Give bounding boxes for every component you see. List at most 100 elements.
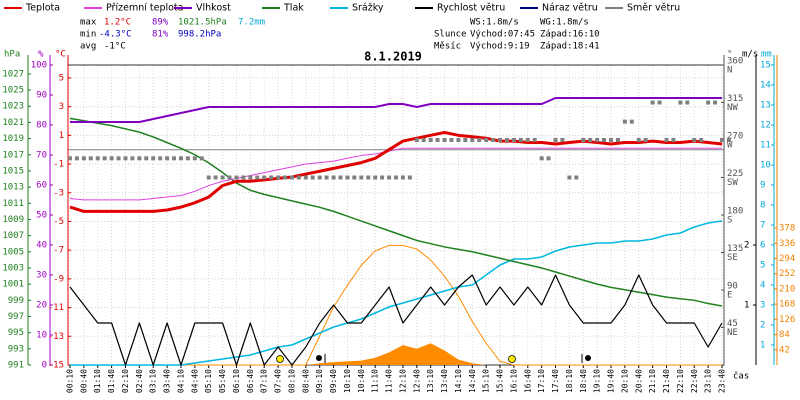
stat-label: avg	[80, 42, 96, 52]
direction-point	[366, 175, 371, 180]
direction-point	[442, 138, 447, 142]
y-tick-label: 6	[760, 241, 765, 251]
direction-point	[546, 156, 551, 161]
y-tick-label: 1005	[2, 247, 24, 257]
direction-point	[81, 156, 86, 161]
x-tick-label: 16:10	[509, 369, 518, 393]
x-tick-label: 18:40	[579, 369, 588, 393]
x-tick-label: 07:40	[274, 369, 283, 393]
direction-point	[532, 138, 537, 142]
direction-point	[435, 138, 440, 142]
x-tick-label: 20:10	[620, 369, 629, 393]
y-tick-label: 42	[779, 345, 790, 355]
direction-point	[220, 175, 225, 180]
x-tick-label: 22:40	[690, 369, 699, 393]
x-tick-label: 11:40	[385, 369, 394, 393]
direction-point	[269, 175, 274, 180]
stat: -4.3°C	[99, 30, 132, 40]
y-tick-label: 1021	[2, 118, 24, 128]
direction-point	[664, 138, 669, 142]
y-tick-label: 1015	[2, 166, 24, 176]
direction-point	[248, 175, 253, 180]
direction-point	[491, 138, 496, 142]
y-tick-label: 40	[36, 241, 47, 251]
x-tick-label: 13:40	[440, 369, 449, 393]
direction-point	[227, 175, 232, 180]
direction-point	[338, 175, 343, 180]
y-tick-label: 378	[779, 224, 795, 234]
direction-point	[706, 100, 711, 105]
astro-markers	[276, 354, 591, 363]
y-tick-label: -9	[53, 274, 64, 284]
y-tick-label: 168	[779, 300, 795, 310]
direction-point	[720, 138, 724, 142]
direction-point	[172, 156, 177, 161]
y-tick-label: 1025	[2, 86, 24, 96]
legend-label: Vlhkost	[196, 3, 231, 14]
info: Západ:16:10	[540, 30, 600, 40]
x-tick-label: 10:10	[343, 369, 352, 393]
y-tick-label: 252	[779, 269, 795, 279]
direction-point	[692, 138, 697, 142]
y-tick-label: -5	[53, 217, 64, 227]
info: Západ:18:41	[540, 42, 600, 52]
x-tick-label: 08:40	[301, 369, 310, 393]
y-tick-label: 997	[8, 312, 24, 322]
y-tick-label: 1007	[2, 231, 24, 241]
y-tick-label: 100	[31, 61, 47, 71]
y-tick-label: 991	[8, 361, 24, 371]
y-tick-label: 20	[36, 301, 47, 311]
direction-point	[477, 138, 482, 142]
direction-point	[609, 138, 614, 142]
y-tick-label: 1009	[2, 215, 24, 225]
direction-point	[539, 156, 544, 161]
direction-point	[602, 138, 607, 142]
info: Měsíc	[434, 42, 461, 52]
y-tick-label: 1	[744, 301, 749, 311]
radiation-area	[70, 343, 722, 365]
x-tick-label: 14:10	[454, 369, 463, 393]
series-line	[69, 130, 723, 213]
direction-point	[95, 156, 100, 161]
legend-label: Náraz větru	[542, 3, 598, 14]
direction-point	[484, 138, 489, 142]
y-tick-label: 993	[8, 344, 24, 354]
x-tick-label: 21:10	[648, 369, 657, 393]
direction-point	[241, 175, 246, 180]
y-tick-label: -7	[53, 246, 64, 256]
direction-point	[636, 138, 641, 142]
direction-point	[615, 138, 620, 142]
y-tick-label: 1	[59, 131, 64, 141]
direction-point	[116, 156, 121, 161]
legend-label: Srážky	[352, 3, 384, 14]
direction-point	[276, 175, 281, 180]
y-tick-label: -1	[53, 160, 64, 170]
y-tick-label: 135	[727, 244, 743, 254]
info: Slunce	[434, 30, 467, 40]
direction-point	[317, 175, 322, 180]
direction-point	[352, 175, 357, 180]
direction-point	[206, 175, 211, 180]
info: Východ:9:19	[470, 42, 530, 52]
legend-label: Rychlost větru	[437, 3, 505, 14]
y-tick-label: 5	[760, 261, 765, 271]
y-tick-label: 1019	[2, 134, 24, 144]
direction-point	[511, 138, 516, 142]
x-tick-label: 02:40	[135, 369, 144, 393]
direction-point	[199, 156, 204, 161]
direction-point	[463, 138, 468, 142]
y-tick-label: 9	[760, 181, 765, 191]
x-tick-label: 17:40	[551, 369, 560, 393]
y-tick-label: 1003	[2, 263, 24, 273]
stat: 998.2hPa	[178, 30, 221, 40]
x-tick-label: 03:40	[163, 369, 172, 393]
stat-label: max	[80, 18, 97, 28]
series-line	[69, 117, 723, 307]
x-tick-label: 17:10	[537, 369, 546, 393]
direction-point	[158, 156, 163, 161]
y-tick-label: 0	[42, 361, 47, 371]
x-tick-label: 19:10	[593, 369, 602, 393]
direction-point	[213, 175, 218, 180]
y-tick-label: 225	[727, 169, 743, 179]
